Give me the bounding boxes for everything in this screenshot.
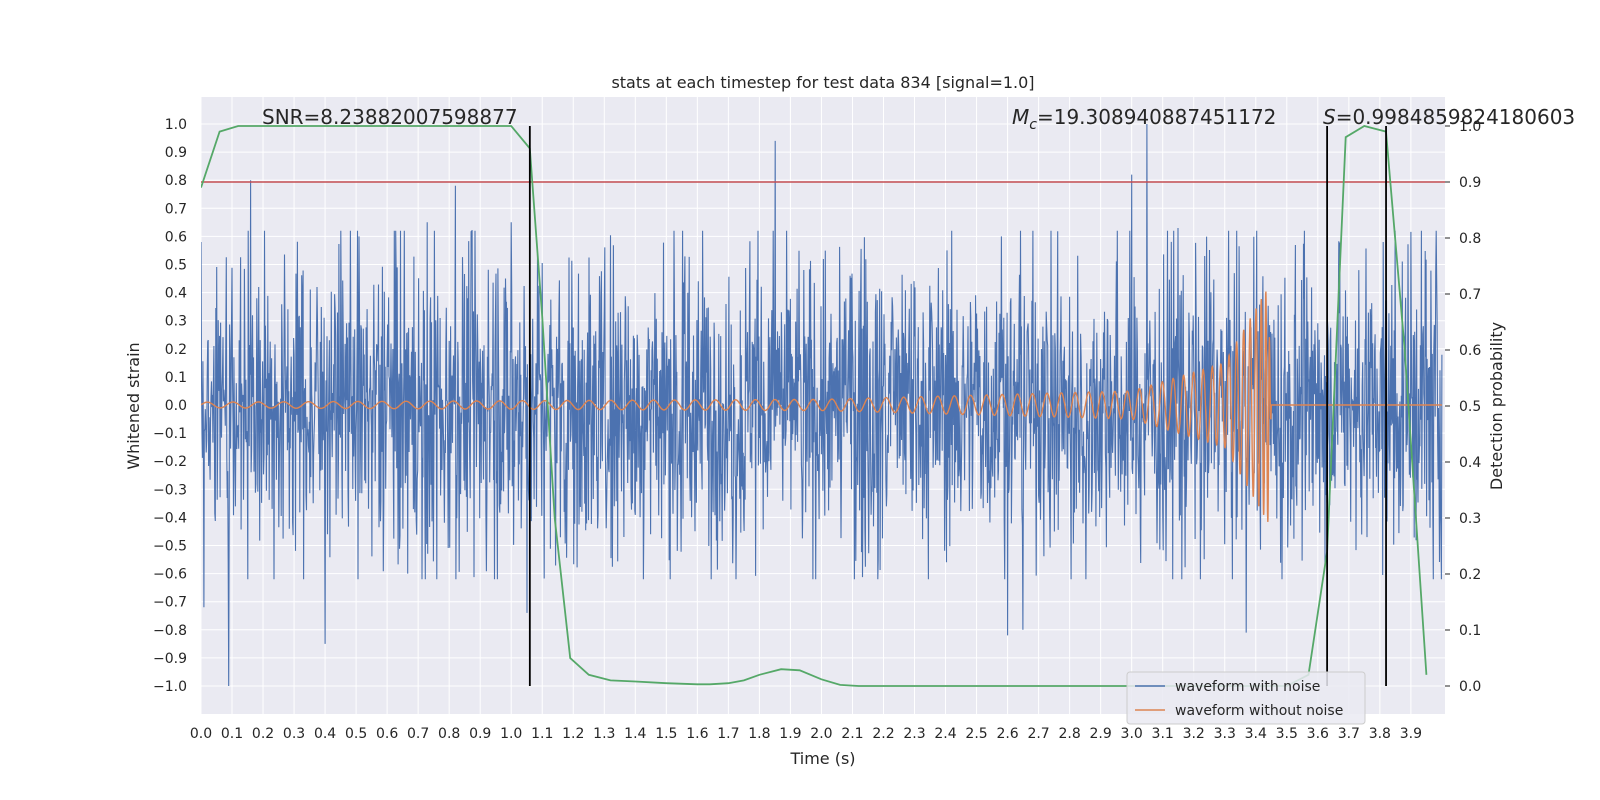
y2-tick-label: 0.3 bbox=[1459, 511, 1481, 527]
x-tick-label: 3.0 bbox=[1121, 726, 1143, 742]
legend-label-clean: waveform without noise bbox=[1175, 703, 1343, 719]
y-tick-label: 0.4 bbox=[165, 286, 187, 302]
x-tick-label: 0.6 bbox=[376, 726, 398, 742]
x-tick-label: 3.4 bbox=[1245, 726, 1267, 742]
x-tick-label: 2.8 bbox=[1058, 726, 1080, 742]
legend-label-noise: waveform with noise bbox=[1175, 679, 1320, 695]
y-tick-label: −0.1 bbox=[153, 426, 187, 442]
y2-axis-label: Detection probability bbox=[1487, 322, 1506, 490]
x-tick-label: 2.2 bbox=[872, 726, 894, 742]
y-tick-label: 1.0 bbox=[165, 117, 187, 133]
x-tick-label: 2.7 bbox=[1027, 726, 1049, 742]
y-tick-label: 0.9 bbox=[165, 145, 187, 161]
x-tick-label: 1.0 bbox=[500, 726, 522, 742]
annotation-mc: Mc=19.308940887451172 bbox=[1012, 105, 1276, 133]
y-tick-label: 0.1 bbox=[165, 370, 187, 386]
chart-title: stats at each timestep for test data 834… bbox=[611, 73, 1034, 92]
x-tick-label: 1.5 bbox=[655, 726, 677, 742]
y-tick-label: −0.6 bbox=[153, 567, 187, 583]
annotation-s: S=0.9984859824180603 bbox=[1323, 105, 1575, 129]
y-tick-label: −0.4 bbox=[153, 510, 187, 526]
x-tick-label: 0.3 bbox=[283, 726, 305, 742]
y-tick-label: −0.7 bbox=[153, 595, 187, 611]
y-axis-right-ticks: 1.0 0.9 0.8 0.7 0.6 0.5 0.4 0.3 0.2 0.1 0.0 bbox=[1445, 119, 1481, 695]
x-tick-label: 1.6 bbox=[686, 726, 708, 742]
plot-content bbox=[201, 123, 1445, 687]
x-tick-label: 0.0 bbox=[190, 726, 212, 742]
y-tick-label: 0.7 bbox=[165, 201, 187, 217]
x-tick-label: 3.2 bbox=[1183, 726, 1205, 742]
x-tick-label: 1.4 bbox=[624, 726, 646, 742]
y-tick-label: 0.8 bbox=[165, 173, 187, 189]
x-axis-label: Time (s) bbox=[789, 749, 855, 768]
y-tick-label: −0.3 bbox=[153, 482, 187, 498]
y-tick-label: −1.0 bbox=[153, 679, 187, 695]
x-tick-label: 0.7 bbox=[407, 726, 429, 742]
x-tick-label: 0.1 bbox=[221, 726, 243, 742]
x-tick-label: 2.4 bbox=[934, 726, 956, 742]
x-tick-label: 3.9 bbox=[1400, 726, 1422, 742]
y-tick-label: −0.9 bbox=[153, 651, 187, 667]
x-tick-label: 1.3 bbox=[593, 726, 615, 742]
x-tick-label: 1.9 bbox=[779, 726, 801, 742]
y-tick-label: 0.0 bbox=[165, 398, 187, 414]
y2-tick-label: 0.9 bbox=[1459, 175, 1481, 191]
y-axis-left-ticks: 1.0 0.9 0.8 0.7 0.6 0.5 0.4 0.3 0.2 0.1 0.0 −0.1 −0.… bbox=[153, 117, 187, 695]
x-tick-label: 2.5 bbox=[965, 726, 987, 742]
x-tick-label: 0.4 bbox=[314, 726, 336, 742]
x-tick-label: 0.9 bbox=[469, 726, 491, 742]
y-tick-label: −0.5 bbox=[153, 539, 187, 555]
x-tick-label: 0.8 bbox=[438, 726, 460, 742]
y-tick-label: −0.2 bbox=[153, 454, 187, 470]
y2-tick-label: 0.0 bbox=[1459, 679, 1481, 695]
x-tick-label: 3.6 bbox=[1307, 726, 1329, 742]
x-tick-label: 2.1 bbox=[841, 726, 863, 742]
x-axis-ticks: 0.0 0.1 0.2 0.3 0.4 0.5 0.6 0.7 0.8 0.9 1.0 1.1 1.2 1… bbox=[190, 726, 1422, 742]
x-tick-label: 1.7 bbox=[717, 726, 739, 742]
legend-box bbox=[1126, 671, 1366, 725]
series-detection-probability bbox=[201, 125, 1428, 687]
x-tick-label: 3.8 bbox=[1369, 726, 1391, 742]
y-tick-label: 0.6 bbox=[165, 229, 187, 245]
y2-tick-label: 1.0 bbox=[1459, 119, 1481, 135]
series-waveform-without-noise bbox=[201, 291, 1442, 522]
y-tick-label: 0.3 bbox=[165, 314, 187, 330]
annotation-snr: SNR=8.23882007598877 bbox=[262, 105, 518, 129]
x-tick-label: 3.5 bbox=[1276, 726, 1298, 742]
vertical-markers bbox=[528, 126, 1387, 686]
legend: waveform with noise waveform without noi… bbox=[1126, 671, 1366, 725]
x-tick-label: 3.3 bbox=[1214, 726, 1236, 742]
x-tick-label: 2.0 bbox=[810, 726, 832, 742]
x-tick-label: 3.1 bbox=[1152, 726, 1174, 742]
y-axis-label: Whitened strain bbox=[124, 342, 143, 469]
y2-tick-label: 0.1 bbox=[1459, 623, 1481, 639]
x-tick-label: 1.2 bbox=[562, 726, 584, 742]
y-tick-label: −0.8 bbox=[153, 623, 187, 639]
y-tick-label: 0.5 bbox=[165, 258, 187, 274]
y2-tick-label: 0.7 bbox=[1459, 287, 1481, 303]
y2-tick-label: 0.5 bbox=[1459, 399, 1481, 415]
x-tick-label: 3.7 bbox=[1338, 726, 1360, 742]
x-tick-label: 0.2 bbox=[252, 726, 274, 742]
y2-tick-label: 0.2 bbox=[1459, 567, 1481, 583]
y2-tick-label: 0.4 bbox=[1459, 455, 1481, 471]
x-tick-label: 2.3 bbox=[903, 726, 925, 742]
y2-tick-label: 0.8 bbox=[1459, 231, 1481, 247]
x-tick-label: 0.5 bbox=[345, 726, 367, 742]
x-tick-label: 1.1 bbox=[531, 726, 553, 742]
y2-tick-label: 0.6 bbox=[1459, 343, 1481, 359]
y-tick-label: 0.2 bbox=[165, 342, 187, 358]
x-tick-label: 2.9 bbox=[1090, 726, 1112, 742]
x-tick-label: 2.6 bbox=[996, 726, 1018, 742]
x-tick-label: 1.8 bbox=[748, 726, 770, 742]
